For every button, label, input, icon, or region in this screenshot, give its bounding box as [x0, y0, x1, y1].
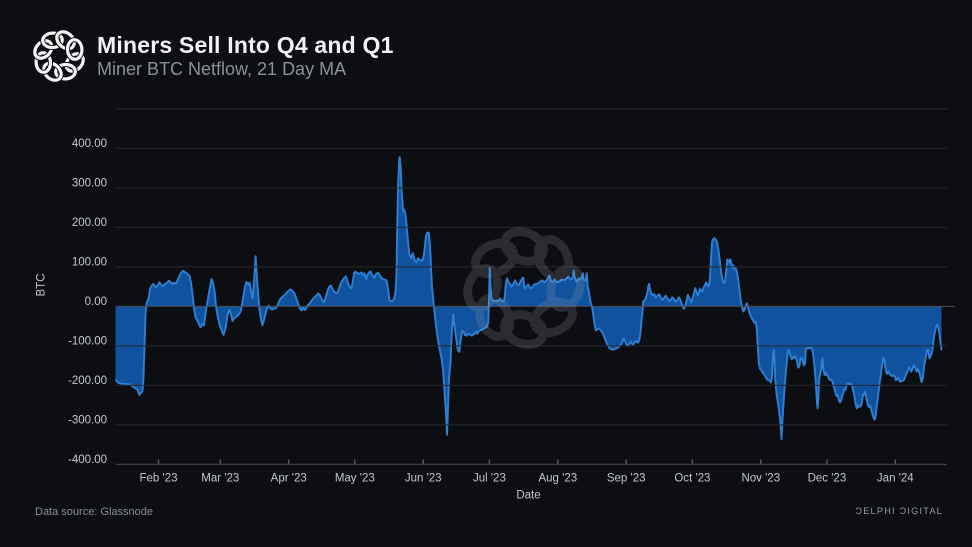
svg-text:Date: Date [516, 490, 540, 502]
svg-text:0.00: 0.00 [85, 296, 107, 308]
svg-text:-300.00: -300.00 [68, 414, 107, 426]
svg-text:300.00: 300.00 [72, 177, 107, 189]
svg-text:Feb '23: Feb '23 [140, 473, 178, 485]
svg-text:200.00: 200.00 [72, 217, 107, 229]
svg-text:Nov '23: Nov '23 [741, 473, 780, 485]
svg-text:-100.00: -100.00 [68, 335, 107, 347]
svg-text:Jul '23: Jul '23 [473, 473, 506, 485]
svg-text:400.00: 400.00 [72, 138, 107, 150]
svg-text:Dec '23: Dec '23 [808, 473, 847, 485]
svg-text:Aug '23: Aug '23 [538, 473, 577, 485]
svg-text:Jun '23: Jun '23 [405, 473, 442, 485]
svg-text:Mar '23: Mar '23 [201, 473, 239, 485]
svg-text:-400.00: -400.00 [68, 454, 107, 466]
svg-text:Jan '24: Jan '24 [877, 473, 914, 485]
svg-text:BTC: BTC [36, 274, 48, 297]
svg-text:100.00: 100.00 [72, 256, 107, 268]
svg-text:May '23: May '23 [335, 473, 375, 485]
svg-text:-200.00: -200.00 [68, 375, 107, 387]
svg-text:Oct '23: Oct '23 [674, 473, 710, 485]
svg-text:Sep '23: Sep '23 [607, 473, 646, 485]
svg-text:Apr '23: Apr '23 [271, 473, 307, 485]
